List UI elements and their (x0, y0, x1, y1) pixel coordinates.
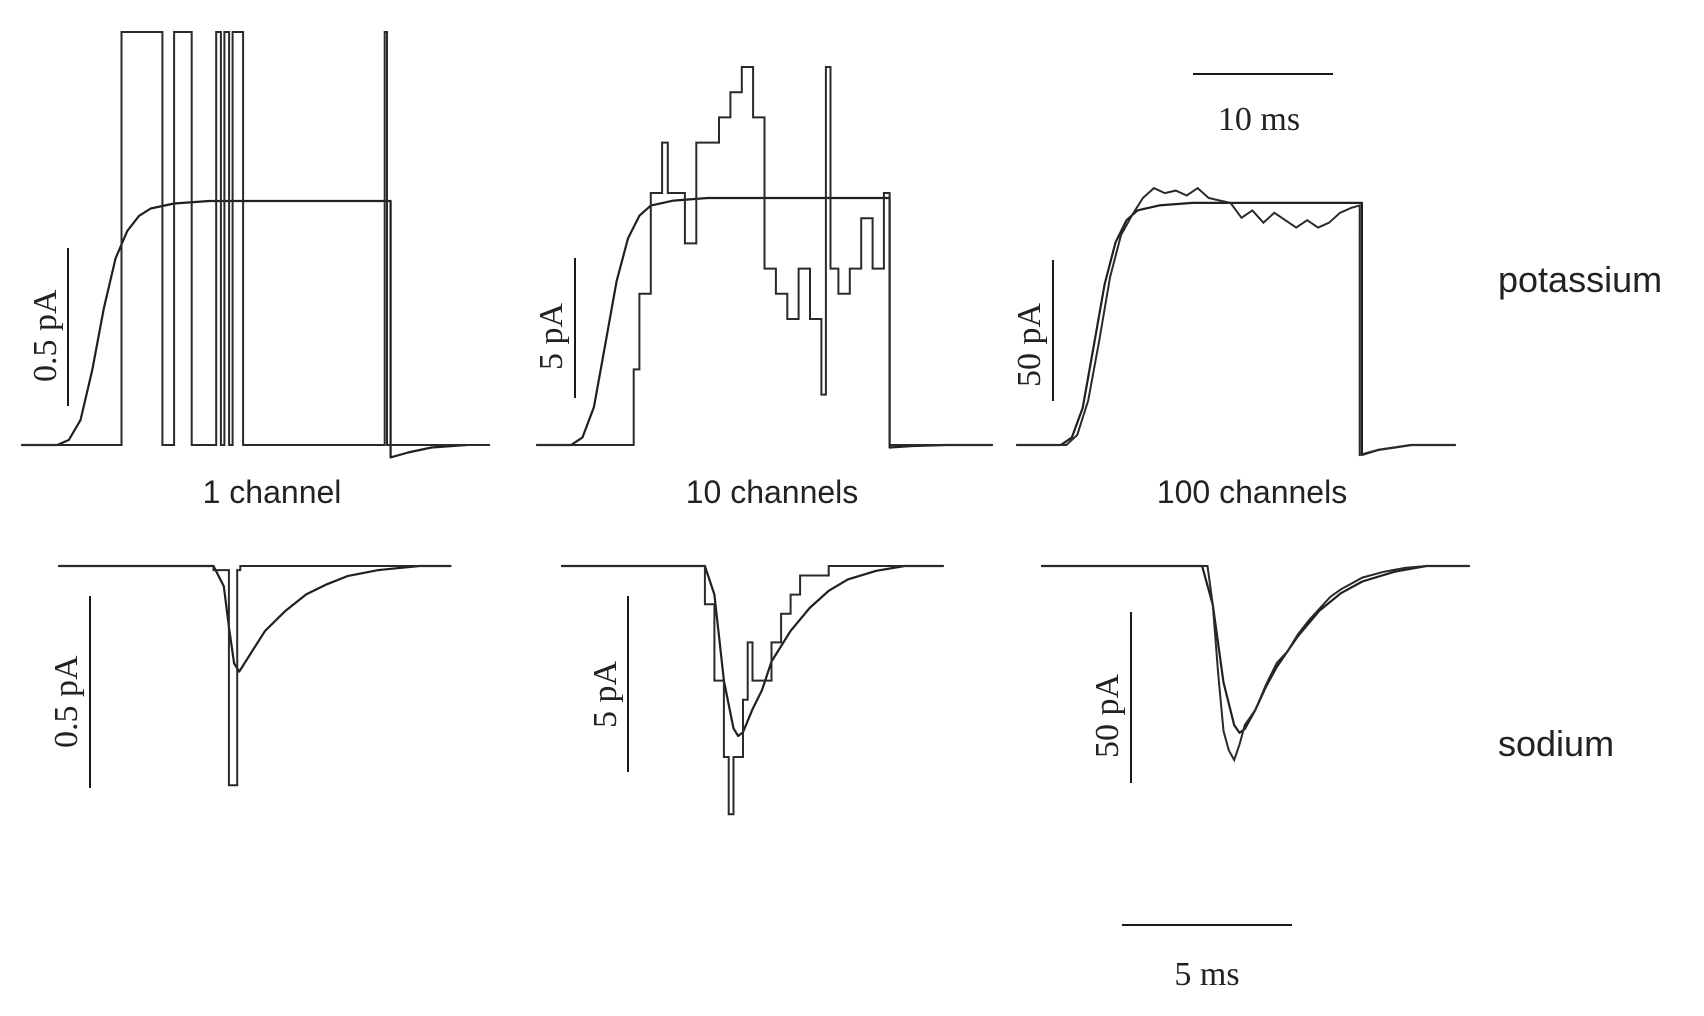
amplitude-scale-label: 50 pA (1011, 303, 1048, 388)
time-scale-bar-top: 10 ms (1193, 73, 1333, 138)
amplitude-scale-label: 5 pA (587, 661, 624, 729)
time-scale-label: 10 ms (1218, 101, 1300, 138)
time-scale-bar-bottom: 5 ms (1122, 924, 1292, 993)
amplitude-scale-label: 0.5 pA (27, 289, 64, 382)
mean-current-trace (535, 196, 994, 449)
panel-sodium-100-traces (1040, 564, 1471, 763)
panel-sodium-1-traces (57, 564, 452, 787)
mean-current-trace (20, 199, 468, 459)
panel-potassium-10-channels: 5 pA 10 channels (533, 66, 994, 510)
amplitude-scale-label: 50 pA (1089, 674, 1126, 759)
panel-sodium-1-channel: 0.5 pA (48, 564, 452, 788)
panel-sodium-100-channels: 50 pA (1040, 564, 1471, 783)
stochastic-current-trace (59, 565, 451, 787)
row-label-sodium: sodium (1498, 723, 1614, 764)
stochastic-current-trace (1017, 186, 1455, 457)
panel-sodium-10-channels: 5 pA (560, 564, 945, 816)
panel-potassium-1-traces (20, 31, 490, 459)
panel-potassium-100-channels: 50 pA 100 channels (1011, 186, 1457, 510)
stochastic-current-trace (22, 31, 490, 446)
panel-potassium-10-traces (535, 66, 994, 449)
time-scale-label: 5 ms (1174, 956, 1239, 993)
stochastic-current-trace (562, 565, 943, 816)
panel-potassium-100-traces (1015, 186, 1457, 457)
panel-caption: 10 channels (686, 474, 859, 510)
row-label-potassium: potassium (1498, 259, 1662, 300)
amplitude-scale-label: 5 pA (533, 303, 570, 371)
stochastic-current-trace (537, 66, 992, 446)
mean-current-trace (560, 564, 945, 738)
panel-sodium-10-traces (560, 564, 945, 816)
amplitude-scale-label: 0.5 pA (48, 655, 85, 748)
panel-potassium-1-channel: 0.5 pA 1 channel (20, 31, 490, 510)
panel-caption: 1 channel (203, 474, 342, 510)
mean-current-trace (57, 564, 452, 673)
panel-caption: 100 channels (1157, 474, 1347, 510)
stochastic-current-trace (1042, 565, 1469, 763)
